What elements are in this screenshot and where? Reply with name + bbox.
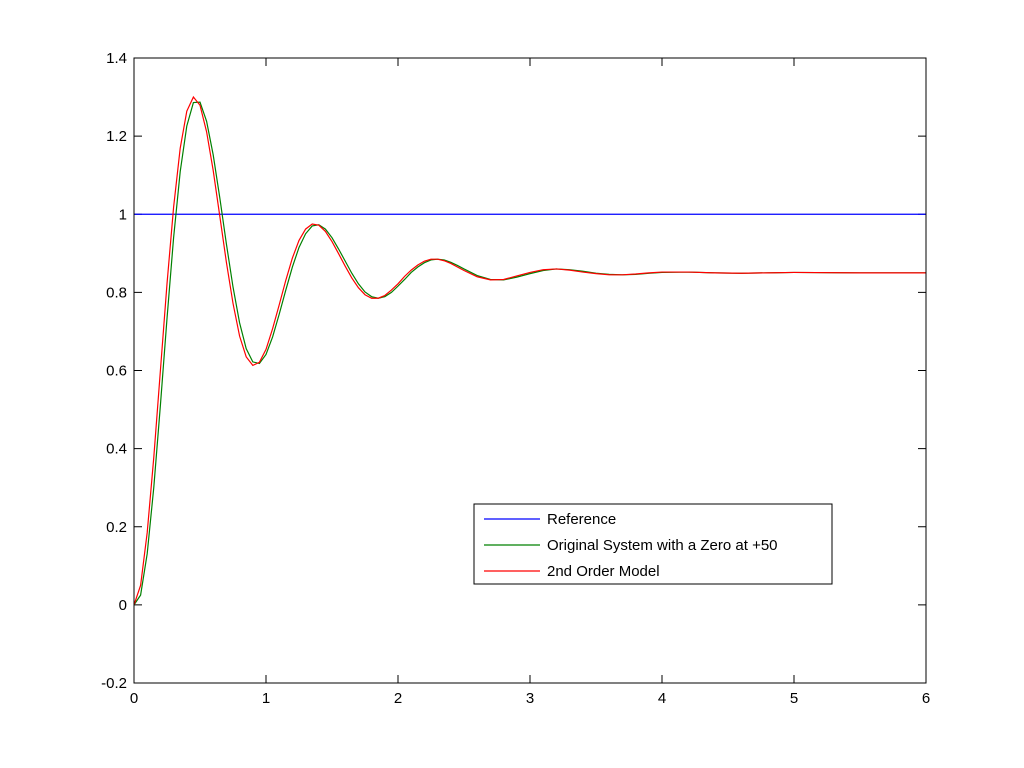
x-tick-label: 4 xyxy=(658,690,666,707)
legend-label: 2nd Order Model xyxy=(547,563,660,580)
x-tick-label: 5 xyxy=(790,690,798,707)
y-tick-label: 0 xyxy=(119,597,127,614)
legend-label: Reference xyxy=(547,511,616,528)
y-tick-label: 1 xyxy=(119,206,127,223)
y-tick-label: 0.4 xyxy=(106,441,127,458)
y-tick-label: 1.4 xyxy=(106,50,127,67)
x-tick-label: 3 xyxy=(526,690,534,707)
legend: Reference Original System with a Zero at … xyxy=(473,503,833,585)
x-tick-label: 0 xyxy=(130,690,138,707)
series-line xyxy=(133,95,926,606)
y-tick-label: 1.2 xyxy=(106,128,127,145)
plot-frame xyxy=(133,57,927,684)
y-tick-label: -0.2 xyxy=(101,675,127,692)
x-tick-label: 6 xyxy=(922,690,930,707)
x-tick-label: 2 xyxy=(394,690,402,707)
y-tick-label: 0.2 xyxy=(106,519,127,536)
x-tick-label: 1 xyxy=(262,690,270,707)
legend-label: Original System with a Zero at +50 xyxy=(547,537,778,554)
y-tick-label: 0.6 xyxy=(106,363,127,380)
y-tick-label: 0.8 xyxy=(106,284,127,301)
